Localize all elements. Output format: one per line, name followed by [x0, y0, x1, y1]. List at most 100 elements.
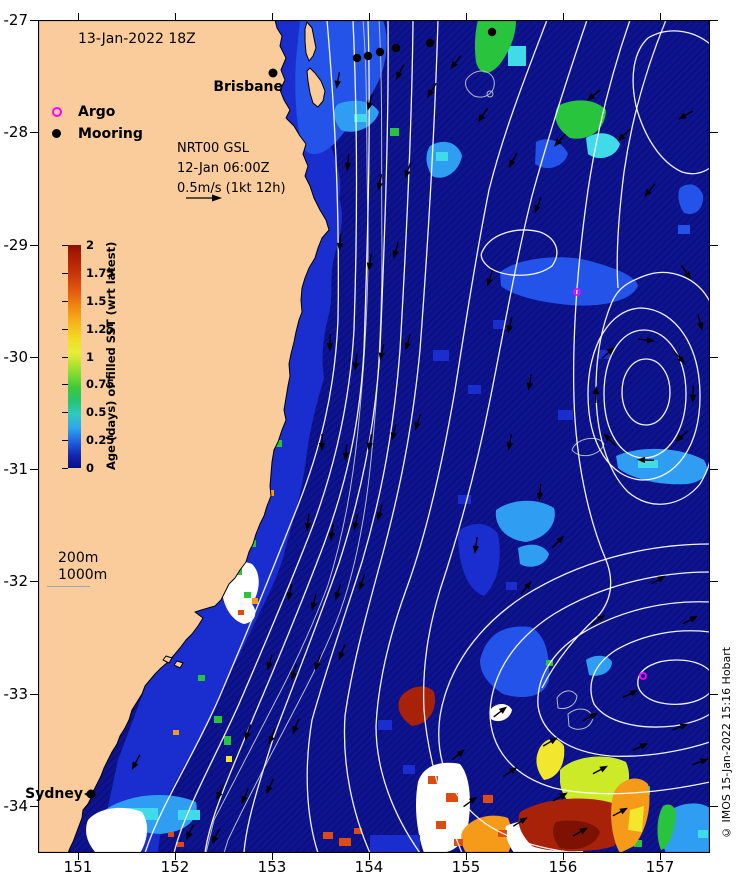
current-arrow [622, 690, 639, 699]
current-arrow [414, 414, 422, 431]
mooring-marker [375, 47, 385, 57]
argo-float-marker [639, 672, 647, 680]
lon-tick-mark [660, 853, 661, 860]
vector-key-scale: 0.5m/s (1kt 12h) [177, 181, 286, 196]
lon-tick-mark [78, 853, 79, 860]
lat-tick-mark [710, 356, 718, 358]
current-arrow [612, 807, 628, 817]
current-arrow [290, 664, 298, 681]
lon-tick-mark [78, 13, 79, 20]
current-arrow [378, 344, 385, 361]
lon-tick-mark [466, 853, 467, 860]
mooring-marker [363, 51, 373, 61]
current-arrow [632, 743, 649, 752]
current-arrow [534, 197, 542, 214]
lat-tick-mark [30, 20, 38, 21]
lat-tick-label: -32 [3, 572, 29, 591]
mooring-legend-label: Mooring [78, 126, 143, 142]
current-arrow [334, 71, 341, 89]
colorbar-tick-mark [62, 272, 68, 274]
current-arrow [352, 514, 359, 531]
lat-tick-mark [710, 806, 718, 807]
current-arrow [617, 128, 631, 142]
argo-legend-label: Argo [78, 104, 116, 120]
colorbar-tick-mark [62, 245, 68, 246]
lon-tick-label: 153 [257, 858, 287, 876]
current-arrow [404, 334, 411, 351]
colorbar-tick-label: 1.75 [86, 265, 115, 280]
lon-tick-mark [175, 853, 176, 860]
argo-float-marker [573, 288, 581, 296]
current-arrow [450, 55, 462, 70]
instrument-markers [86, 27, 647, 799]
lon-tick-mark [563, 13, 564, 20]
lon-tick-mark [369, 13, 370, 20]
lat-tick-mark [30, 132, 38, 134]
lat-tick-mark [710, 693, 718, 695]
current-arrow [314, 654, 322, 671]
lon-tick-mark [175, 13, 176, 20]
mooring-marker [425, 38, 435, 48]
ssh-contours [144, 20, 710, 853]
current-arrow [244, 724, 252, 741]
colorbar [68, 245, 81, 468]
sst-age-patches [86, 20, 710, 853]
current-arrow [526, 373, 533, 391]
lon-tick-label: 155 [451, 858, 481, 876]
current-arrow [131, 754, 141, 770]
land-mass [38, 20, 330, 853]
lon-tick-mark [369, 853, 370, 860]
current-arrow [376, 504, 383, 521]
lat-tick-mark [710, 581, 718, 583]
lat-tick-mark [30, 693, 38, 695]
current-arrow [366, 94, 373, 111]
current-arrow [266, 654, 273, 671]
colorbar-tick-mark [62, 328, 68, 330]
small-island [162, 655, 173, 664]
current-arrow [427, 82, 437, 98]
colorbar-tick-label: 0 [86, 461, 95, 475]
credit-text: © IMOS 15-Jan-2022 15:16 Hobart [720, 646, 733, 840]
current-arrow [211, 828, 221, 845]
lat-tick-label: -30 [3, 347, 29, 366]
lon-tick-mark [466, 13, 467, 20]
current-arrow [689, 385, 697, 403]
current-arrow [328, 523, 336, 541]
colorbar-tick-label: 0.25 [86, 433, 115, 448]
current-arrow [512, 817, 528, 827]
current-arrow [502, 766, 518, 778]
vector-key: NRT00 GSL 12-Jan 06:00Z 0.5m/s (1kt 12h) [177, 139, 286, 199]
lat-tick-label: -33 [3, 684, 29, 703]
colorbar-tick-label: 2 [86, 238, 95, 252]
colorbar-tick-mark [62, 468, 68, 469]
colorbar-tick-mark [62, 412, 68, 414]
current-arrow [592, 386, 600, 404]
current-arrow [692, 758, 709, 766]
current-arrow [310, 594, 317, 611]
current-arrow [697, 314, 704, 331]
colorbar-tick-mark [62, 300, 68, 302]
lat-tick-mark [30, 356, 38, 358]
lat-tick-mark [710, 244, 718, 246]
mooring-marker [391, 43, 401, 53]
current-arrow [304, 513, 312, 531]
current-arrow [682, 615, 698, 625]
current-arrow [344, 153, 352, 171]
current-arrow [463, 796, 478, 808]
current-arrow [472, 536, 480, 554]
lat-tick-label: -27 [3, 11, 29, 29]
lat-tick-label: -34 [3, 797, 29, 815]
current-arrow [486, 270, 494, 287]
current-arrow [603, 433, 617, 447]
current-arrow [286, 584, 293, 601]
moreton-island [304, 21, 317, 62]
lat-tick-label: -31 [3, 460, 29, 479]
current-arrow [637, 456, 655, 464]
current-arrow [376, 174, 383, 191]
current-arrow [506, 433, 513, 451]
city-label-sydney: Sydney [25, 786, 83, 802]
lon-tick-label: 156 [548, 858, 578, 876]
colorbar-tick-label: 0.5 [86, 405, 107, 420]
city-dot-brisbane [268, 68, 278, 78]
colorbar-tick-label: 1.5 [86, 293, 107, 308]
